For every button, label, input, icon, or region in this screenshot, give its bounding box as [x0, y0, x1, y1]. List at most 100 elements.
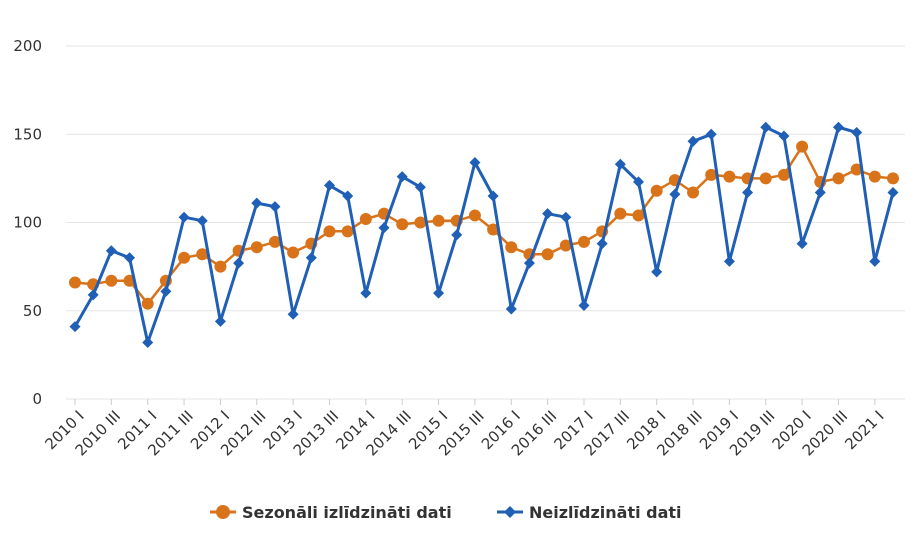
data-point[interactable] — [469, 156, 481, 168]
y-tick-label: 50 — [23, 302, 42, 320]
data-point[interactable] — [451, 229, 463, 241]
data-point[interactable] — [69, 321, 81, 333]
data-point[interactable] — [851, 126, 863, 138]
data-point[interactable] — [287, 308, 299, 320]
data-point[interactable] — [796, 140, 809, 153]
data-point[interactable] — [305, 252, 317, 264]
data-point[interactable] — [850, 163, 863, 176]
data-point[interactable] — [559, 239, 572, 252]
y-axis-tick-labels: 0 50 100 150 200 — [13, 37, 42, 408]
data-point[interactable] — [124, 252, 136, 264]
data-point[interactable] — [396, 171, 408, 183]
data-point[interactable] — [323, 179, 335, 191]
series-layer — [69, 121, 899, 349]
data-point[interactable] — [268, 235, 281, 248]
series-line — [74, 145, 894, 305]
data-point[interactable] — [614, 158, 626, 170]
data-point[interactable] — [359, 212, 372, 225]
legend-marker — [216, 505, 230, 519]
data-point[interactable] — [723, 170, 736, 183]
data-point[interactable] — [650, 184, 663, 197]
y-tick-label: 0 — [32, 390, 42, 408]
data-point[interactable] — [396, 218, 409, 231]
series-2 — [69, 121, 899, 349]
data-point[interactable] — [614, 207, 627, 220]
data-point[interactable] — [832, 121, 844, 133]
data-point[interactable] — [142, 337, 154, 349]
data-point[interactable] — [759, 172, 772, 185]
y-tick-label: 100 — [13, 214, 42, 232]
data-point[interactable] — [705, 168, 718, 181]
data-point[interactable] — [105, 245, 117, 257]
x-tick-label: 2021 I — [841, 407, 887, 453]
data-point[interactable] — [687, 135, 699, 147]
data-point[interactable] — [487, 223, 500, 236]
data-point[interactable] — [414, 216, 427, 229]
data-point[interactable] — [433, 287, 445, 299]
data-point[interactable] — [560, 211, 572, 223]
data-point[interactable] — [341, 225, 354, 238]
data-point[interactable] — [323, 225, 336, 238]
data-point[interactable] — [578, 299, 590, 311]
data-point[interactable] — [523, 257, 535, 269]
data-point[interactable] — [196, 248, 209, 261]
legend-label: Neizlīdzināti dati — [529, 503, 682, 522]
data-point[interactable] — [105, 274, 118, 287]
series-1 — [69, 140, 899, 310]
data-point[interactable] — [251, 197, 263, 209]
data-point[interactable] — [542, 208, 554, 220]
data-point[interactable] — [468, 209, 481, 222]
data-point[interactable] — [760, 121, 772, 133]
data-point[interactable] — [651, 266, 663, 278]
legend-marker — [504, 506, 516, 518]
data-point[interactable] — [360, 287, 372, 299]
data-point[interactable] — [505, 303, 517, 315]
data-point[interactable] — [178, 211, 190, 223]
legend[interactable]: Sezonāli izlīdzināti dati Neizlīdzināti d… — [210, 503, 682, 522]
data-point[interactable] — [432, 214, 445, 227]
legend-label: Sezonāli izlīdzināti dati — [242, 503, 452, 522]
data-point[interactable] — [233, 257, 245, 269]
data-point[interactable] — [577, 235, 590, 248]
data-point[interactable] — [868, 170, 881, 183]
legend-item-2[interactable]: Neizlīdzināti dati — [497, 503, 682, 522]
data-point[interactable] — [777, 168, 790, 181]
data-point[interactable] — [505, 241, 518, 254]
data-point[interactable] — [541, 248, 554, 261]
data-point[interactable] — [778, 130, 790, 142]
data-point[interactable] — [269, 201, 281, 213]
data-point[interactable] — [814, 186, 826, 198]
data-point[interactable] — [887, 186, 899, 198]
data-point[interactable] — [887, 172, 899, 185]
data-point[interactable] — [596, 238, 608, 250]
data-point[interactable] — [178, 251, 191, 264]
data-point[interactable] — [687, 186, 700, 199]
data-point[interactable] — [141, 297, 154, 310]
data-point[interactable] — [796, 238, 808, 250]
data-point[interactable] — [287, 246, 300, 259]
data-point[interactable] — [69, 276, 81, 289]
data-point[interactable] — [214, 260, 227, 273]
data-point[interactable] — [342, 190, 354, 202]
data-point[interactable] — [214, 315, 226, 327]
data-point[interactable] — [869, 255, 881, 267]
data-point[interactable] — [633, 176, 645, 188]
legend-item-1[interactable]: Sezonāli izlīdzināti dati — [210, 503, 452, 522]
data-point[interactable] — [632, 209, 645, 222]
data-point[interactable] — [378, 222, 390, 234]
data-point[interactable] — [414, 181, 426, 193]
data-point[interactable] — [487, 190, 499, 202]
data-point[interactable] — [742, 186, 754, 198]
data-point[interactable] — [160, 285, 172, 297]
y-tick-label: 150 — [13, 125, 42, 143]
data-point[interactable] — [250, 241, 263, 254]
data-point[interactable] — [87, 289, 99, 301]
data-point[interactable] — [669, 188, 681, 200]
series-line — [73, 125, 895, 344]
data-point[interactable] — [196, 215, 208, 227]
data-point[interactable] — [832, 172, 845, 185]
data-point[interactable] — [723, 255, 735, 267]
data-point[interactable] — [705, 128, 717, 140]
